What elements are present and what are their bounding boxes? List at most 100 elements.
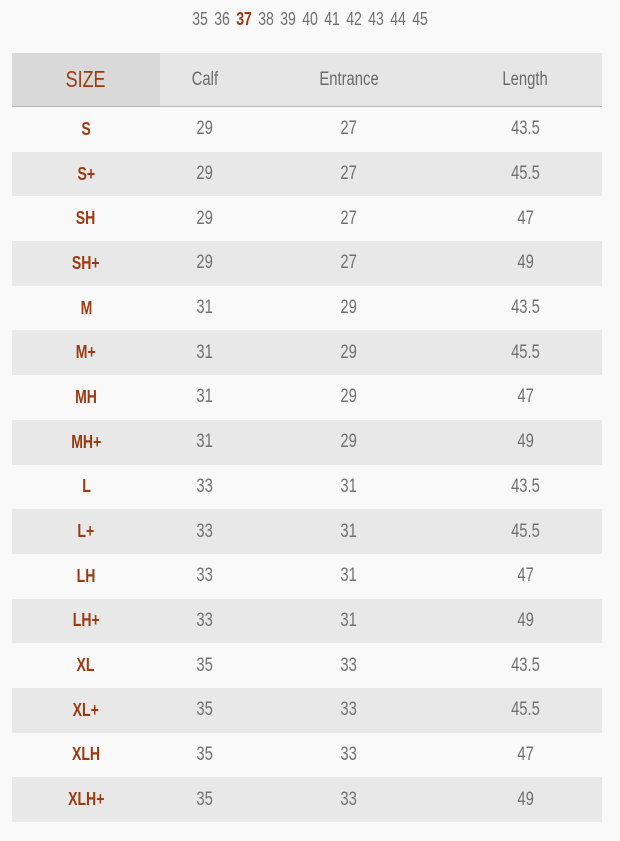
table-row: XL+ 35 33 45.5 — [12, 687, 602, 733]
cell-length: 45.5 — [449, 509, 602, 554]
cell-size: LH — [12, 554, 160, 599]
cell-entrance-value: 29 — [340, 386, 358, 408]
cell-entrance: 31 — [249, 465, 449, 510]
cell-length-value: 43.5 — [511, 118, 540, 140]
cell-entrance: 29 — [248, 330, 450, 376]
cell-size: XL — [12, 643, 160, 688]
table-row: M+ 31 29 45.5 — [12, 330, 602, 376]
cell-entrance: 33 — [248, 687, 450, 733]
cell-calf: 29 — [160, 196, 249, 241]
cell-entrance-value: 31 — [340, 565, 358, 587]
cell-entrance: 27 — [249, 107, 449, 152]
cell-length-value: 49 — [517, 788, 534, 810]
cell-calf-value: 29 — [196, 118, 213, 140]
header-calf-label: Calf — [191, 68, 218, 90]
cell-length-value: 47 — [517, 565, 534, 587]
cell-calf: 31 — [160, 375, 249, 420]
cell-entrance-value: 27 — [340, 163, 358, 185]
cell-entrance-value: 27 — [340, 252, 358, 274]
cell-entrance: 31 — [249, 554, 449, 599]
cell-calf-value: 33 — [196, 520, 213, 542]
cell-length-value: 49 — [517, 431, 534, 453]
cell-length-value: 49 — [517, 252, 534, 274]
cell-entrance: 33 — [249, 643, 449, 688]
cell-calf-value: 35 — [196, 699, 213, 721]
cell-size: SH+ — [12, 241, 160, 286]
size-option-40[interactable]: 40 — [302, 9, 318, 29]
cell-length: 49 — [449, 777, 602, 822]
cell-length-value: 43.5 — [511, 475, 540, 497]
cell-calf-value: 31 — [196, 297, 213, 319]
cell-calf-value: 33 — [196, 609, 213, 631]
cell-length: 47 — [449, 554, 602, 599]
cell-entrance-value: 31 — [340, 520, 358, 542]
size-option-42[interactable]: 42 — [346, 9, 362, 29]
table-row: L 33 31 43.5 — [12, 465, 602, 510]
table-row: LH 33 31 47 — [12, 554, 602, 599]
size-option-41[interactable]: 41 — [324, 9, 340, 29]
table-row: L+ 33 31 45.5 — [12, 509, 602, 554]
cell-length: 45.5 — [449, 151, 602, 197]
cell-entrance-value: 29 — [340, 431, 358, 453]
cell-length-value: 47 — [517, 386, 534, 408]
table-header-row: SIZE Calf Entrance Length — [12, 53, 602, 107]
cell-size-value: SH+ — [72, 252, 100, 273]
size-option-43[interactable]: 43 — [368, 9, 384, 29]
size-option-44[interactable]: 44 — [390, 9, 406, 29]
cell-size-value: MH+ — [70, 431, 102, 452]
table-row: S 29 27 43.5 — [12, 107, 602, 152]
cell-size: M — [12, 286, 160, 331]
cell-calf: 33 — [160, 509, 249, 554]
cell-entrance-value: 27 — [340, 118, 358, 140]
cell-size-value: SH — [76, 208, 96, 229]
cell-size: XL+ — [12, 687, 160, 733]
cell-length: 43.5 — [449, 465, 602, 510]
cell-entrance-value: 31 — [340, 609, 358, 631]
cell-size-value: S+ — [77, 163, 95, 184]
cell-length: 47 — [449, 375, 602, 420]
cell-size: S — [12, 107, 160, 152]
size-option-37[interactable]: 37 — [236, 9, 252, 29]
cell-size-value: S — [81, 118, 91, 139]
size-option-35[interactable]: 35 — [191, 9, 208, 29]
cell-calf-value: 29 — [196, 163, 213, 185]
cell-size-value: MH — [75, 386, 97, 407]
size-option-45[interactable]: 45 — [412, 9, 429, 29]
cell-calf-value: 31 — [196, 386, 213, 408]
table-row: SH+ 29 27 49 — [12, 241, 602, 286]
size-option-36[interactable]: 36 — [214, 9, 230, 29]
table-row: XLH+ 35 33 49 — [12, 777, 602, 822]
cell-size: S+ — [12, 151, 160, 197]
cell-size: L+ — [12, 509, 160, 554]
header-calf: Calf — [160, 53, 249, 107]
table-row: XLH 35 33 47 — [12, 733, 602, 778]
cell-calf-value: 35 — [196, 788, 213, 810]
cell-calf: 31 — [160, 330, 249, 376]
cell-length-value: 45.5 — [511, 699, 540, 721]
size-chart-table: SIZE Calf Entrance Length S 29 27 43.5 S+ 29 2… — [12, 53, 602, 822]
cell-calf-value: 33 — [196, 565, 213, 587]
cell-calf: 35 — [160, 777, 249, 822]
cell-calf: 35 — [160, 643, 249, 688]
size-option-39[interactable]: 39 — [280, 9, 296, 29]
cell-size: XLH+ — [12, 777, 160, 822]
size-option-38[interactable]: 38 — [258, 9, 274, 29]
header-length-label: Length — [502, 68, 549, 90]
cell-size-value: XL — [77, 655, 95, 676]
cell-length-value: 43.5 — [511, 297, 540, 319]
table-row: XL 35 33 43.5 — [12, 643, 602, 688]
header-entrance-label: Entrance — [319, 68, 379, 90]
cell-entrance: 27 — [249, 196, 449, 241]
cell-size: MH — [12, 375, 160, 420]
cell-calf: 31 — [160, 286, 249, 331]
cell-entrance-value: 29 — [340, 297, 358, 319]
cell-entrance-value: 31 — [340, 475, 358, 497]
cell-entrance-value: 33 — [340, 788, 358, 810]
cell-length-value: 45.5 — [511, 341, 540, 363]
cell-calf-value: 29 — [196, 252, 213, 274]
cell-length: 49 — [449, 419, 602, 465]
shoe-size-selector: 35 36 37 38 39 40 41 42 43 44 45 — [0, 9, 620, 30]
cell-entrance-value: 27 — [340, 207, 358, 229]
cell-size-value: XL+ — [72, 699, 100, 720]
cell-calf: 33 — [160, 465, 249, 510]
